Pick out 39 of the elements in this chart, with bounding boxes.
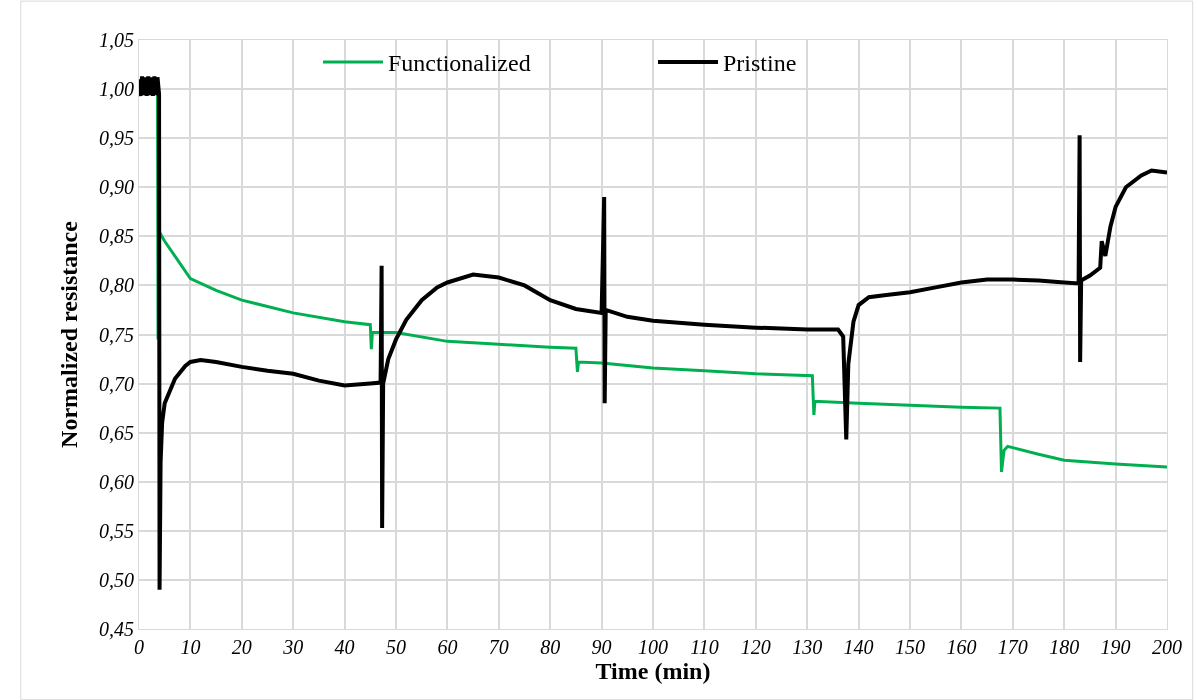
x-tick-label: 160 (946, 636, 977, 658)
x-tick-label: 40 (334, 636, 355, 658)
y-tick-label: 0,75 (99, 323, 134, 346)
x-tick-label: 200 (1152, 636, 1182, 658)
x-tick-label: 0 (134, 636, 144, 658)
y-tick-label: 0,65 (99, 421, 134, 444)
x-tick-label: 20 (231, 636, 252, 658)
y-tick-label: 0,85 (99, 225, 134, 248)
y-tick-label: 0,50 (99, 568, 134, 591)
legend-label: Pristine (723, 50, 797, 77)
x-tick-label: 60 (437, 636, 458, 658)
x-tick-label: 80 (540, 636, 561, 658)
y-tick-label: 1,05 (99, 29, 134, 51)
y-tick-label: 1,00 (99, 78, 134, 101)
x-tick-label: 140 (843, 636, 874, 658)
x-tick-label: 30 (282, 636, 304, 658)
x-tick-label: 170 (997, 636, 1028, 658)
x-tick-label: 180 (1049, 636, 1080, 658)
x-tick-label: 150 (895, 636, 925, 658)
x-tick-label: 10 (180, 636, 201, 658)
y-tick-label: 0,60 (99, 470, 134, 493)
x-tick-label: 190 (1100, 636, 1131, 658)
x-tick-label: 50 (386, 636, 406, 658)
y-axis-title: Normalized resistance (56, 220, 83, 448)
x-tick-label: 90 (591, 636, 612, 658)
legend-label: Functionalized (388, 50, 531, 77)
y-tick-label: 0,45 (99, 618, 134, 640)
y-tick-label: 0,90 (99, 176, 134, 199)
y-tick-label: 0,80 (99, 274, 134, 297)
x-axis-title: Time (min) (595, 658, 711, 684)
x-tick-label: 120 (740, 636, 771, 658)
x-tick-label: 110 (690, 636, 719, 658)
line-series (139, 74, 1167, 592)
x-tick-label: 130 (792, 636, 823, 658)
x-tick-label: 70 (488, 636, 509, 658)
y-tick-label: 0,55 (99, 519, 134, 542)
y-tick-label: 0,95 (99, 127, 134, 150)
x-tick-label: 100 (638, 636, 668, 658)
y-tick-label: 0,70 (99, 372, 134, 395)
